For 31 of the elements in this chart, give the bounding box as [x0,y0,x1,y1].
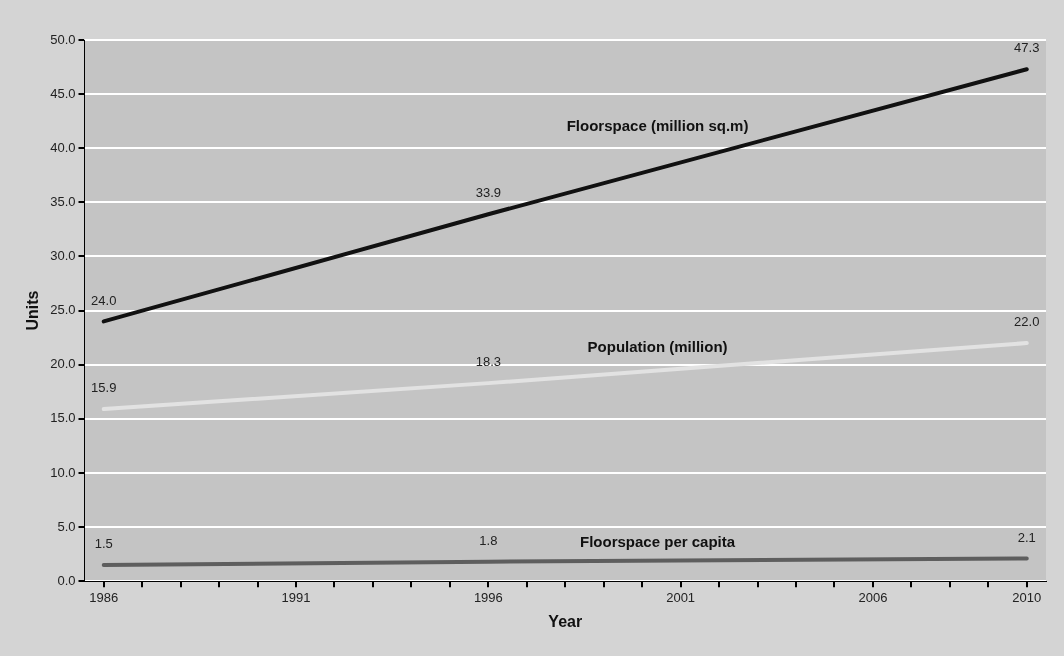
y-tick-label: 30.0 [50,248,76,264]
x-tick-label: 2010 [1012,589,1042,605]
x-tick-label: 2006 [858,589,888,605]
data-label: 18.3 [475,354,501,370]
x-tick-label: 1996 [473,589,503,605]
series-label: Population (million) [587,337,728,355]
data-label: 33.9 [475,185,501,201]
y-tick-label: 0.0 [57,572,76,588]
y-tick-label: 10.0 [50,464,76,480]
data-label: 2.1 [1017,529,1036,545]
y-tick-label: 50.0 [50,31,76,47]
y-tick-label: 5.0 [57,518,76,534]
y-axis-title: Units [24,290,42,331]
x-tick-label: 2001 [666,589,696,605]
y-tick-label: 40.0 [50,139,76,155]
x-tick-label: 1991 [281,589,311,605]
data-label: 1.5 [94,536,113,552]
data-label: 15.9 [91,380,117,396]
y-tick-label: 25.0 [50,302,76,318]
y-tick-label: 45.0 [50,85,76,101]
y-tick-label: 35.0 [50,193,76,209]
series-label: Floorspace (million sq.m) [566,116,749,134]
y-tick-label: 15.0 [50,410,76,426]
x-tick-label: 1986 [89,589,119,605]
data-label: 24.0 [91,292,117,308]
y-tick-label: 20.0 [50,356,76,372]
x-axis-title: Year [548,612,583,630]
data-label: 47.3 [1014,40,1040,56]
data-label: 1.8 [479,532,498,548]
data-label: 22.0 [1014,314,1040,330]
series-label: Floorspace per capita [580,532,736,550]
